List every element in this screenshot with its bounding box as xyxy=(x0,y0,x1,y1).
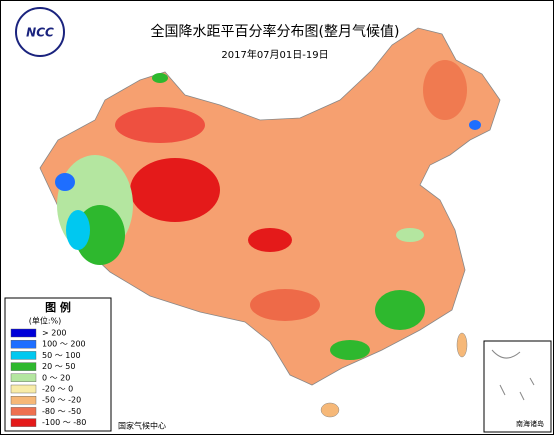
region-dry xyxy=(250,289,320,321)
region-wet xyxy=(55,173,75,191)
legend-swatch xyxy=(10,418,37,427)
region-wet xyxy=(469,120,481,130)
logo xyxy=(15,7,65,57)
legend-label: 0 ～ 20 xyxy=(42,373,70,382)
inset-shape xyxy=(491,349,535,401)
legend-label: -100 ～ -80 xyxy=(42,418,86,427)
region-wet xyxy=(396,228,424,242)
legend-swatch xyxy=(10,384,37,394)
legend-label: 100 ～ 200 xyxy=(42,340,86,349)
logo-text: NCC xyxy=(26,26,54,40)
footer: 国家气候中心 xyxy=(118,421,166,431)
legend-label: -50 ～ -20 xyxy=(42,396,81,405)
legend-label: 50 ～ 100 xyxy=(42,351,81,360)
legend-unit: (单位:%) xyxy=(29,316,62,326)
region-wet xyxy=(330,340,370,360)
legend-label: 20 ～ 50 xyxy=(42,362,75,371)
legend-swatch xyxy=(10,396,37,405)
inset-box xyxy=(483,340,552,433)
region-wet xyxy=(375,290,425,330)
region-dry xyxy=(130,158,220,222)
legend-swatch xyxy=(10,407,37,416)
legend-label: > 200 xyxy=(42,329,67,338)
legend-title: 图 例 xyxy=(45,300,71,314)
inset-label: 南海诸岛 xyxy=(516,419,544,428)
legend-swatch xyxy=(10,373,37,382)
region-wet xyxy=(152,73,168,83)
legend-swatch xyxy=(10,362,37,371)
island xyxy=(320,402,340,418)
legend-items: > 200 100 ～ 200 50 ～ 100 20 ～ 50 0 ～ 20 -20 ～… xyxy=(10,328,86,427)
date: 2017年07月01日-19日 xyxy=(221,48,328,61)
island xyxy=(456,332,468,358)
legend-swatch xyxy=(10,328,37,338)
legend-label: -20 ～ 0 xyxy=(42,385,73,394)
legend-swatch xyxy=(10,340,37,349)
title: 全国降水距平百分率分布图(整月气候值) xyxy=(151,23,400,40)
region-wet xyxy=(66,210,90,250)
legend-label: -80 ～ -50 xyxy=(42,407,81,416)
legend-swatch xyxy=(10,351,37,360)
region-dry xyxy=(248,228,292,252)
region-dry xyxy=(423,60,467,120)
region-dry xyxy=(115,107,205,143)
